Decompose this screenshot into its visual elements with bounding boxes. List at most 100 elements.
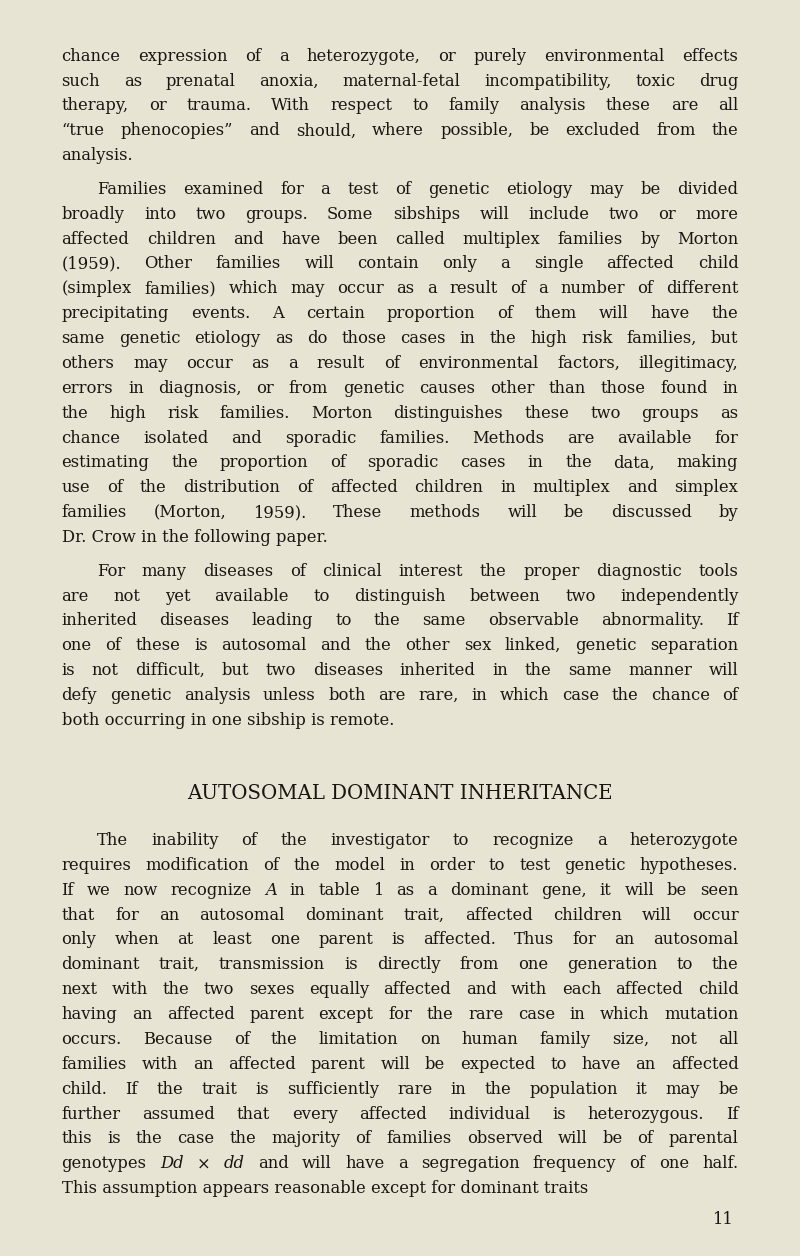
Text: into: into	[144, 206, 176, 222]
Text: excluded: excluded	[566, 122, 640, 139]
Text: children: children	[146, 231, 215, 247]
Text: available: available	[214, 588, 289, 604]
Text: but: but	[222, 662, 250, 679]
Text: child: child	[698, 255, 738, 273]
Text: occur: occur	[186, 355, 233, 372]
Text: may: may	[290, 280, 325, 298]
Text: such: such	[62, 73, 100, 89]
Text: number: number	[561, 280, 625, 298]
Text: be: be	[529, 122, 550, 139]
Text: hypotheses.: hypotheses.	[640, 857, 738, 874]
Text: analysis: analysis	[519, 98, 586, 114]
Text: the: the	[525, 662, 551, 679]
Text: will: will	[380, 1056, 410, 1073]
Text: and: and	[231, 430, 262, 447]
Text: two: two	[609, 206, 639, 222]
Text: diseases: diseases	[203, 563, 274, 580]
Text: which: which	[228, 280, 278, 298]
Text: in: in	[492, 662, 508, 679]
Text: segregation: segregation	[421, 1156, 519, 1172]
Text: observable: observable	[488, 613, 578, 629]
Text: and: and	[627, 480, 658, 496]
Text: are: are	[62, 588, 89, 604]
Text: tools: tools	[698, 563, 738, 580]
Text: These: These	[334, 504, 382, 521]
Text: it: it	[636, 1080, 647, 1098]
Text: an: an	[193, 1056, 213, 1073]
Text: in: in	[450, 1080, 466, 1098]
Text: distribution: distribution	[183, 480, 280, 496]
Text: these: these	[524, 404, 569, 422]
Text: etiology: etiology	[506, 181, 572, 198]
Text: will: will	[709, 662, 738, 679]
Text: but: but	[711, 330, 738, 347]
Text: 1: 1	[373, 882, 383, 899]
Text: assumed: assumed	[142, 1105, 215, 1123]
Text: 11: 11	[712, 1211, 733, 1228]
Text: not: not	[92, 662, 118, 679]
Text: respect: respect	[330, 98, 392, 114]
Text: between: between	[470, 588, 541, 604]
Text: Morton: Morton	[311, 404, 373, 422]
Text: test: test	[347, 181, 378, 198]
Text: yet: yet	[165, 588, 190, 604]
Text: A: A	[272, 305, 284, 323]
Text: be: be	[718, 1080, 738, 1098]
Text: the: the	[565, 455, 592, 471]
Text: parental: parental	[669, 1130, 738, 1148]
Text: is: is	[344, 956, 358, 973]
Text: sex: sex	[464, 637, 491, 654]
Text: seen: seen	[700, 882, 738, 899]
Text: available: available	[618, 430, 692, 447]
Text: the: the	[490, 330, 516, 347]
Text: affected: affected	[670, 1056, 738, 1073]
Text: as: as	[124, 73, 142, 89]
Text: the: the	[611, 687, 638, 705]
Text: children: children	[553, 907, 622, 923]
Text: is: is	[391, 932, 405, 948]
Text: sporadic: sporadic	[367, 455, 439, 471]
Text: errors: errors	[62, 379, 114, 397]
Text: possible,: possible,	[440, 122, 513, 139]
Text: case: case	[518, 1006, 555, 1024]
Text: families: families	[62, 504, 127, 521]
Text: the: the	[162, 981, 190, 999]
Text: cases: cases	[400, 330, 446, 347]
Text: one: one	[62, 637, 92, 654]
Text: examined: examined	[183, 181, 263, 198]
Text: autosomal: autosomal	[653, 932, 738, 948]
Text: sufficiently: sufficiently	[286, 1080, 379, 1098]
Text: and: and	[249, 122, 280, 139]
Text: AUTOSOMAL DOMINANT INHERITANCE: AUTOSOMAL DOMINANT INHERITANCE	[187, 785, 613, 804]
Text: inherited: inherited	[62, 613, 138, 629]
Text: are: are	[567, 430, 594, 447]
Text: will: will	[624, 882, 654, 899]
Text: environmental: environmental	[418, 355, 538, 372]
Text: diseases: diseases	[159, 613, 230, 629]
Text: observed: observed	[466, 1130, 542, 1148]
Text: families.: families.	[220, 404, 290, 422]
Text: this: this	[62, 1130, 92, 1148]
Text: directly: directly	[377, 956, 441, 973]
Text: clinical: clinical	[322, 563, 382, 580]
Text: a: a	[279, 48, 289, 65]
Text: phenocopies”: phenocopies”	[121, 122, 233, 139]
Text: analysis.: analysis.	[62, 147, 134, 165]
Text: that: that	[62, 907, 95, 923]
Text: diagnosis,: diagnosis,	[158, 379, 242, 397]
Text: be: be	[564, 504, 584, 521]
Text: Some: Some	[327, 206, 374, 222]
Text: population: population	[529, 1080, 618, 1098]
Text: same: same	[62, 330, 105, 347]
Text: If: If	[126, 1080, 138, 1098]
Text: as: as	[720, 404, 738, 422]
Text: proper: proper	[523, 563, 580, 580]
Text: precipitating: precipitating	[62, 305, 169, 323]
Text: as: as	[274, 330, 293, 347]
Text: parent: parent	[249, 1006, 304, 1024]
Text: is: is	[62, 662, 75, 679]
Text: children: children	[414, 480, 483, 496]
Text: cases: cases	[461, 455, 506, 471]
Text: of: of	[638, 1130, 654, 1148]
Text: only: only	[62, 932, 97, 948]
